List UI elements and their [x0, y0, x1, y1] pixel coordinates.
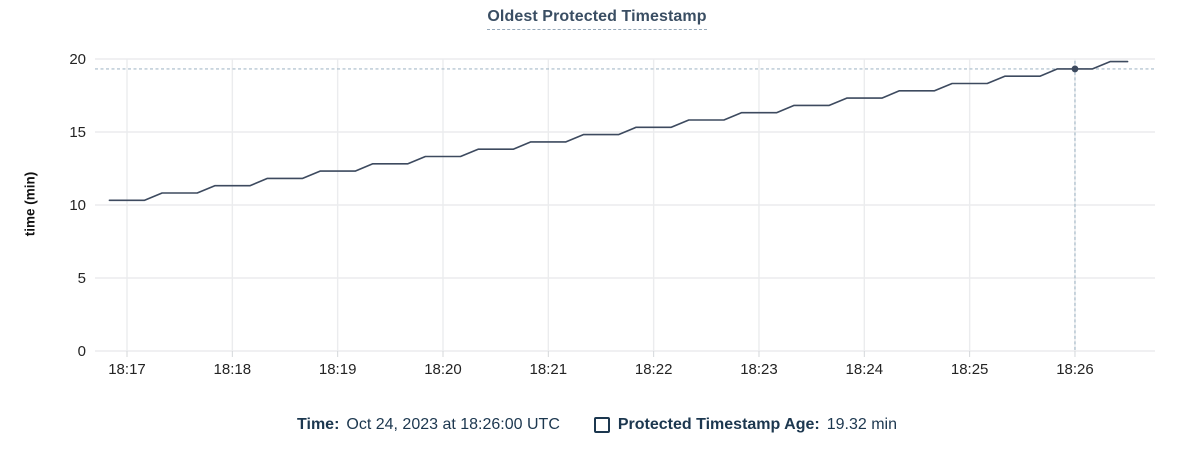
series-readout[interactable]: Protected Timestamp Age: 19.32 min: [593, 416, 897, 434]
series-line: [108, 60, 1129, 202]
x-tick-label: 18:20: [424, 361, 462, 378]
y-tick-label: 20: [69, 51, 86, 68]
x-tick-label: 18:24: [846, 361, 884, 378]
y-tick-label: 5: [78, 270, 86, 287]
x-tick-label: 18:26: [1056, 361, 1094, 378]
tooltip-legend: Time: Oct 24, 2023 at 18:26:00 UTC Prote…: [0, 416, 1194, 434]
x-tick-label: 18:17: [108, 361, 146, 378]
chart-title: Oldest Protected Timestamp: [487, 8, 707, 30]
y-tick-label: 10: [69, 197, 86, 214]
x-tick-label: 18:19: [319, 361, 357, 378]
series-label: Protected Timestamp Age:: [617, 416, 820, 433]
time-label: Time:: [297, 416, 340, 433]
series-checkbox-icon[interactable]: [593, 417, 610, 433]
chart-title-row: Oldest Protected Timestamp: [0, 8, 1194, 30]
x-tick-label: 18:25: [951, 361, 989, 378]
x-tick-label: 18:23: [740, 361, 778, 378]
y-tick-label: 15: [69, 124, 86, 141]
x-tick-label: 18:18: [214, 361, 252, 378]
time-value: Oct 24, 2023 at 18:26:00 UTC: [346, 416, 560, 433]
time-readout: Time: Oct 24, 2023 at 18:26:00 UTC: [297, 416, 560, 434]
x-tick-label: 18:22: [635, 361, 673, 378]
hover-point-dot: [1071, 65, 1079, 73]
y-tick-label: 0: [78, 343, 86, 360]
series-value: 19.32 min: [826, 416, 897, 433]
x-tick-label: 18:21: [530, 361, 568, 378]
